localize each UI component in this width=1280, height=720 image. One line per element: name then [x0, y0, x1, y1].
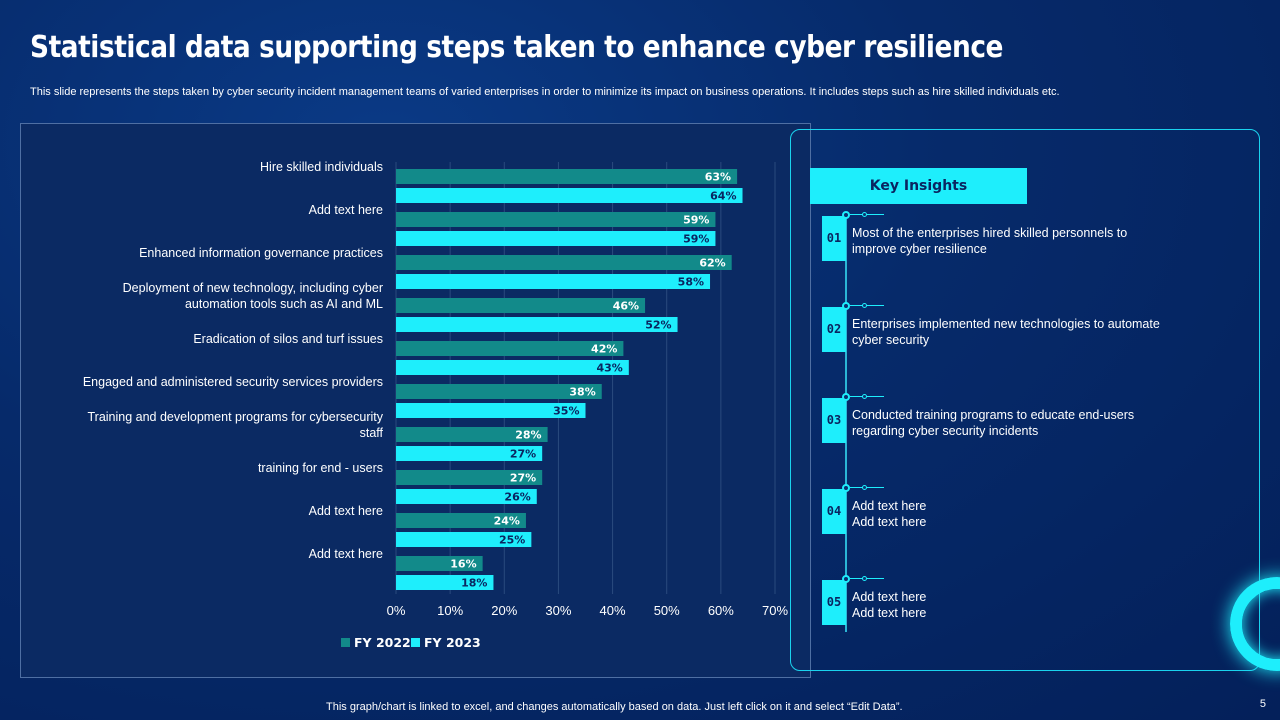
connector-line	[850, 305, 884, 306]
bar-fy2022[interactable]	[396, 169, 738, 184]
insight-text: Add text here Add text here	[852, 590, 927, 620]
bar-fy2022[interactable]	[396, 513, 526, 528]
data-label: 64%	[710, 190, 736, 203]
data-label: 58%	[678, 276, 704, 289]
connector-dot	[862, 394, 867, 399]
data-label: 28%	[515, 429, 541, 442]
connector-dot	[862, 576, 867, 581]
connector-dot	[862, 303, 867, 308]
x-tick-label: 10%	[437, 603, 463, 618]
page-number: 5	[1259, 698, 1266, 710]
x-tick-label: 50%	[654, 603, 680, 618]
legend-label: FY 2023	[424, 635, 481, 650]
data-label: 52%	[645, 319, 671, 332]
data-label: 38%	[569, 386, 595, 399]
x-tick-label: 40%	[600, 603, 626, 618]
legend-label: FY 2022	[354, 635, 411, 650]
data-label: 43%	[596, 362, 622, 375]
insight-number: 04	[822, 489, 846, 534]
bar-fy2023[interactable]	[396, 274, 711, 289]
category-label: training for end - users	[258, 461, 383, 475]
data-label: 18%	[461, 577, 487, 590]
data-label: 46%	[613, 300, 639, 313]
bar-fy2022[interactable]	[396, 212, 716, 227]
page-title: Statistical data supporting steps taken …	[30, 30, 1004, 65]
data-label: 25%	[499, 534, 525, 547]
x-tick-label: 0%	[387, 603, 406, 618]
category-label: Enhanced information governance practice…	[139, 246, 383, 260]
bar-fy2022[interactable]	[396, 255, 732, 270]
data-label: 42%	[591, 343, 617, 356]
x-tick-label: 20%	[491, 603, 517, 618]
bar-fy2023[interactable]	[396, 188, 743, 203]
bar-fy2023[interactable]	[396, 317, 678, 332]
insight-number: 02	[822, 307, 846, 352]
bar-fy2022[interactable]	[396, 470, 543, 485]
connector-line	[850, 396, 884, 397]
connector-line	[850, 487, 884, 488]
connector-dot	[862, 485, 867, 490]
bar-fy2023[interactable]	[396, 575, 494, 590]
timeline-dot	[842, 211, 850, 219]
data-label: 24%	[494, 515, 520, 528]
insights-header: Key Insights	[810, 168, 1027, 204]
data-label: 63%	[705, 171, 731, 184]
timeline-dot	[842, 575, 850, 583]
bar-fy2022[interactable]	[396, 298, 646, 313]
bar-fy2023[interactable]	[396, 532, 532, 547]
timeline-dot	[842, 302, 850, 310]
bar-fy2022[interactable]	[396, 556, 483, 571]
chart-panel[interactable]: 0% 10% 20% 30% 40% 50% 60% 70% Hire skilled indi…	[20, 123, 811, 678]
data-label: 59%	[683, 214, 709, 227]
insight-text: Conducted training programs to educate e…	[852, 408, 1135, 438]
category-label: Training and development programs for cy…	[87, 410, 383, 440]
data-label: 27%	[510, 448, 536, 461]
insights-panel	[790, 129, 1260, 671]
connector-line	[850, 214, 884, 215]
bar-fy2022[interactable]	[396, 341, 624, 356]
connector-dot	[862, 212, 867, 217]
bar-fy2023[interactable]	[396, 446, 543, 461]
timeline-dot	[842, 393, 850, 401]
category-label: Engaged and administered security servic…	[83, 375, 383, 389]
bar-fy2022[interactable]	[396, 427, 548, 442]
bar-fy2023[interactable]	[396, 403, 586, 418]
category-label: Deployment of new technology, including …	[123, 281, 383, 311]
bar-fy2023[interactable]	[396, 231, 716, 246]
data-label: 62%	[699, 257, 725, 270]
insight-number: 01	[822, 216, 846, 261]
insight-text: Most of the enterprises hired skilled pe…	[852, 226, 1128, 256]
timeline-dot	[842, 484, 850, 492]
data-label: 59%	[683, 233, 709, 246]
data-label: 26%	[504, 491, 530, 504]
bar-fy2022[interactable]	[396, 384, 602, 399]
data-label: 16%	[450, 558, 476, 571]
category-label: Add text here	[309, 504, 383, 518]
x-tick-label: 70%	[762, 603, 788, 618]
insight-number: 05	[822, 580, 846, 625]
insight-text: Add text here Add text here	[852, 499, 927, 529]
legend-swatch	[341, 638, 350, 647]
data-label: 35%	[553, 405, 579, 418]
category-label: Add text here	[309, 203, 383, 217]
legend-swatch	[411, 638, 420, 647]
page-subtitle: This slide represents the steps taken by…	[30, 86, 1060, 98]
connector-line	[850, 578, 884, 579]
timeline-line	[845, 212, 847, 632]
x-tick-label: 30%	[545, 603, 571, 618]
footnote: This graph/chart is linked to excel, and…	[326, 701, 903, 713]
insight-number: 03	[822, 398, 846, 443]
bar-fy2023[interactable]	[396, 360, 629, 375]
data-label: 27%	[510, 472, 536, 485]
category-label: Add text here	[309, 547, 383, 561]
bar-fy2023[interactable]	[396, 489, 537, 504]
bar-chart[interactable]: 0% 10% 20% 30% 40% 50% 60% 70% Hire skilled indi…	[21, 124, 810, 677]
insight-text: Enterprises implemented new technologies…	[852, 317, 1160, 347]
category-label: Eradication of silos and turf issues	[193, 332, 383, 346]
category-label: Hire skilled individuals	[260, 160, 383, 174]
x-tick-label: 60%	[708, 603, 734, 618]
